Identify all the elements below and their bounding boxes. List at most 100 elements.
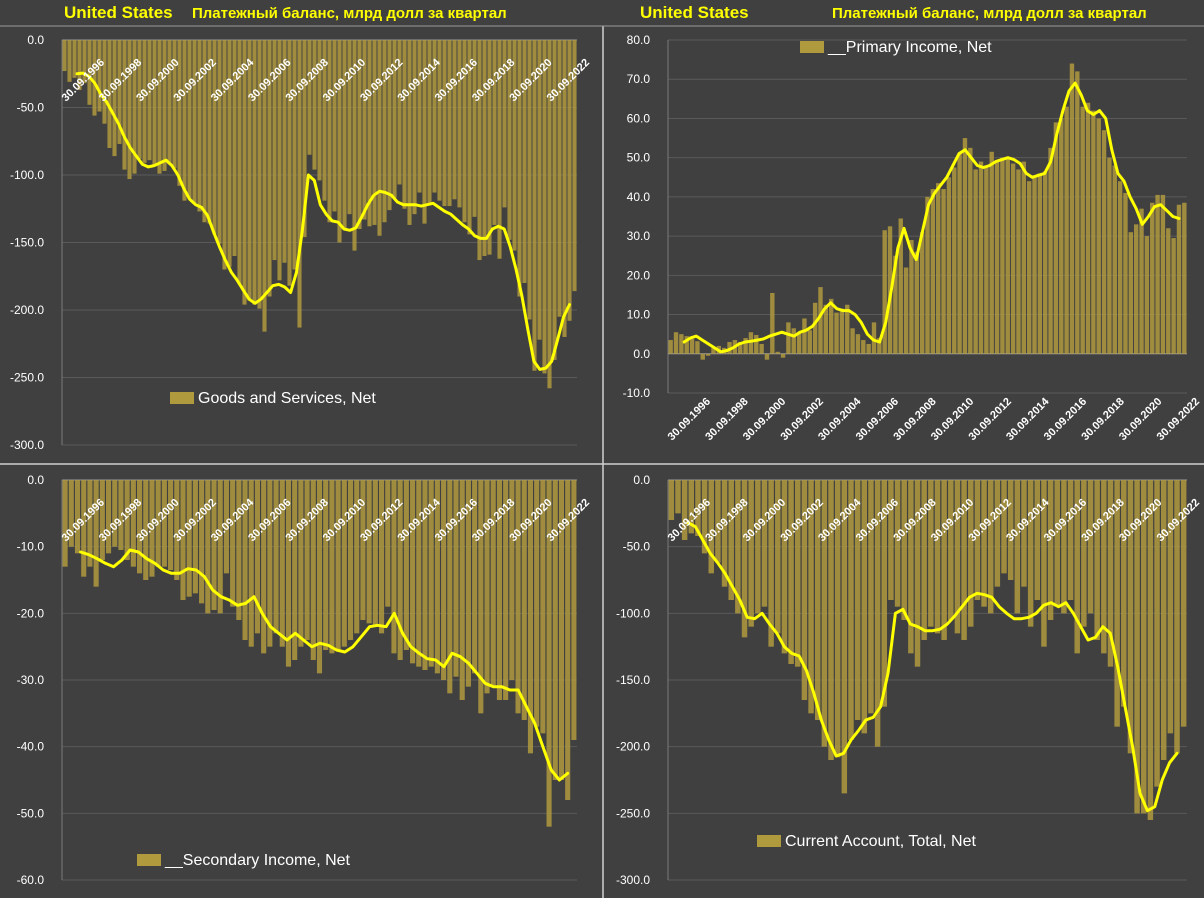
bar bbox=[105, 480, 112, 554]
bar bbox=[1037, 173, 1043, 354]
bar bbox=[741, 480, 748, 638]
bar bbox=[802, 318, 807, 354]
bar bbox=[1176, 204, 1182, 354]
bar bbox=[930, 189, 936, 354]
bar bbox=[903, 267, 909, 354]
bar bbox=[161, 480, 167, 567]
bar bbox=[403, 480, 409, 650]
bar bbox=[821, 480, 828, 747]
bar bbox=[901, 480, 907, 620]
bar bbox=[452, 40, 457, 200]
bar bbox=[515, 480, 521, 714]
bar bbox=[1021, 480, 1027, 587]
bar bbox=[1005, 157, 1010, 354]
bar bbox=[329, 480, 335, 654]
bar bbox=[122, 40, 127, 170]
bar bbox=[546, 480, 552, 827]
bar bbox=[292, 480, 298, 660]
bar bbox=[477, 40, 482, 261]
bar bbox=[62, 480, 68, 567]
bar bbox=[367, 40, 372, 227]
bar bbox=[1107, 480, 1114, 667]
bar bbox=[310, 480, 316, 660]
bar bbox=[391, 480, 397, 654]
bar bbox=[74, 480, 81, 554]
bar bbox=[1053, 122, 1059, 354]
bar bbox=[509, 480, 515, 680]
y-tick-label: 70.0 bbox=[627, 72, 651, 86]
bar bbox=[487, 40, 492, 255]
bar bbox=[1144, 236, 1150, 354]
bar bbox=[728, 480, 734, 600]
chart-2: 80.0 70.0 60.0 50.0 40.0 30.0 20.0 10.0 0.0 -10.0… bbox=[623, 33, 1202, 443]
bar bbox=[1075, 71, 1080, 354]
bar bbox=[67, 40, 72, 82]
bar bbox=[482, 40, 487, 256]
bar bbox=[1001, 480, 1007, 574]
bar bbox=[1080, 106, 1085, 354]
y-tick-label: -200.0 bbox=[616, 740, 650, 754]
bar bbox=[968, 147, 973, 354]
bar bbox=[217, 480, 223, 614]
bar bbox=[689, 338, 695, 354]
y-tick-label: 0.0 bbox=[27, 33, 44, 47]
bar bbox=[1180, 480, 1187, 727]
bar bbox=[1047, 480, 1054, 620]
bar bbox=[467, 40, 472, 235]
header-subtitle-left: Платежный баланс, млрд долл за квартал bbox=[192, 5, 507, 22]
bar bbox=[989, 151, 994, 354]
bar bbox=[540, 480, 546, 734]
bar bbox=[552, 480, 558, 780]
bar bbox=[679, 334, 684, 354]
bar bbox=[1081, 480, 1087, 627]
y-tick-label: 50.0 bbox=[627, 151, 651, 165]
bar bbox=[527, 480, 534, 754]
bar bbox=[871, 322, 877, 354]
bar bbox=[379, 480, 385, 634]
bar bbox=[987, 480, 994, 614]
bar bbox=[341, 480, 347, 647]
bar bbox=[410, 480, 416, 664]
bar bbox=[517, 40, 522, 297]
bar bbox=[1007, 480, 1014, 580]
bar bbox=[397, 480, 403, 660]
y-tick-label: 0.0 bbox=[633, 473, 650, 487]
bar bbox=[453, 480, 459, 677]
bar bbox=[841, 480, 848, 794]
bar bbox=[357, 40, 362, 229]
bar bbox=[914, 480, 921, 667]
bar bbox=[337, 40, 342, 243]
bar bbox=[735, 480, 741, 614]
bar bbox=[854, 480, 861, 720]
bar bbox=[298, 480, 304, 647]
chart-3: 0.0-10.0-20.0-30.0-40.0-50.0-60.030.09.1… bbox=[17, 473, 592, 887]
bar bbox=[761, 480, 768, 607]
legend-label: Current Account, Total, Net bbox=[785, 833, 976, 850]
bar bbox=[277, 40, 282, 281]
bar bbox=[322, 40, 327, 201]
bar bbox=[1016, 169, 1021, 354]
bar bbox=[1139, 208, 1144, 354]
bar bbox=[754, 334, 759, 354]
bar bbox=[174, 480, 180, 580]
bar bbox=[796, 332, 802, 354]
bar bbox=[416, 480, 422, 667]
legend: __Secondary Income, Net bbox=[137, 852, 351, 869]
bar bbox=[335, 480, 341, 650]
bar bbox=[247, 40, 252, 301]
bar bbox=[1127, 480, 1134, 754]
bar bbox=[93, 480, 99, 587]
bar bbox=[954, 480, 961, 634]
bar bbox=[490, 480, 496, 687]
y-tick-label: -10.0 bbox=[17, 540, 45, 554]
bar bbox=[372, 480, 378, 627]
bar bbox=[834, 480, 841, 758]
bar bbox=[354, 480, 360, 634]
bar bbox=[781, 480, 788, 654]
bar bbox=[748, 332, 754, 354]
y-tick-label: 0.0 bbox=[27, 473, 44, 487]
bar bbox=[472, 480, 478, 674]
legend: __Primary Income, Net bbox=[800, 39, 992, 56]
bar bbox=[252, 40, 257, 305]
bar bbox=[442, 40, 447, 207]
